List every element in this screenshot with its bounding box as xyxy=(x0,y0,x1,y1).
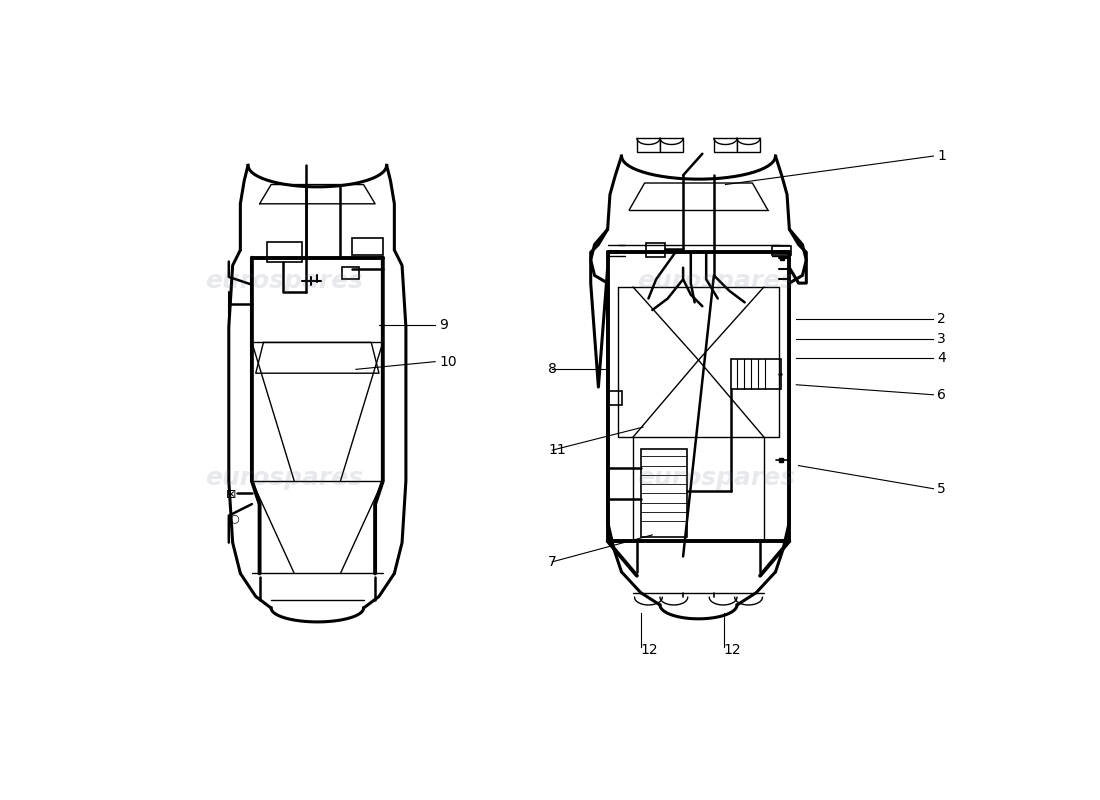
Text: 6: 6 xyxy=(937,388,946,402)
Bar xyxy=(646,243,666,257)
Text: eurospares: eurospares xyxy=(637,466,795,490)
Text: 12: 12 xyxy=(640,643,659,658)
Text: eurospares: eurospares xyxy=(206,466,363,490)
Bar xyxy=(640,449,686,538)
Text: 11: 11 xyxy=(548,443,566,457)
Text: 7: 7 xyxy=(548,555,557,569)
Bar xyxy=(660,138,683,152)
Text: eurospares: eurospares xyxy=(206,269,363,293)
Text: 3: 3 xyxy=(937,331,946,346)
Text: 8: 8 xyxy=(548,362,558,376)
Text: 12: 12 xyxy=(724,643,741,658)
Bar xyxy=(637,138,660,152)
Bar xyxy=(714,138,737,152)
Bar xyxy=(730,358,781,390)
Text: 2: 2 xyxy=(937,312,946,326)
Text: ○: ○ xyxy=(229,513,239,523)
Text: 1: 1 xyxy=(937,149,946,163)
Text: 10: 10 xyxy=(439,354,456,369)
Bar xyxy=(342,267,359,279)
Bar xyxy=(267,242,301,262)
Bar xyxy=(772,246,791,255)
Bar xyxy=(737,138,760,152)
Text: 9: 9 xyxy=(439,318,448,333)
Bar xyxy=(607,391,621,405)
Text: 4: 4 xyxy=(937,350,946,365)
Bar xyxy=(352,238,383,255)
Text: ⊠: ⊠ xyxy=(226,488,236,502)
Text: 5: 5 xyxy=(937,482,946,496)
Text: eurospares: eurospares xyxy=(637,269,795,293)
